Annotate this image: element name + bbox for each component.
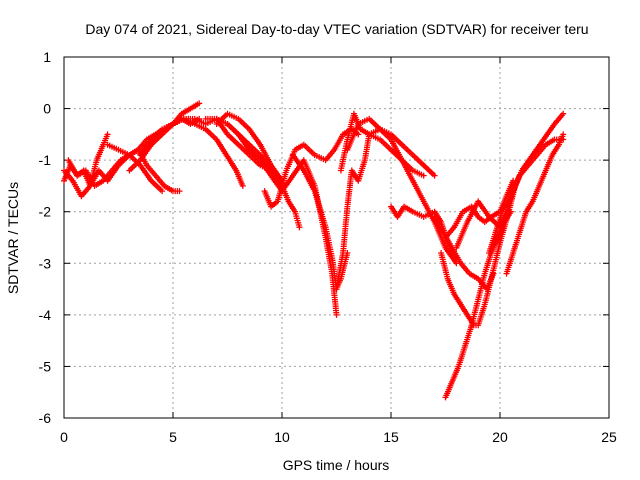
- axis-ticks: 0 5 10 15 20 25 -6 -5 -4 -3 -2 -1 0 1: [39, 49, 617, 445]
- data-point-markers: [65, 146, 183, 195]
- y-tick-label: 0: [43, 101, 51, 117]
- y-axis-label: SDTVAR / TECUs: [5, 182, 21, 294]
- chart-title: Day 074 of 2021, Sidereal Day-to-day VTE…: [85, 21, 588, 37]
- series-arc-9: [213, 110, 285, 184]
- x-tick-label: 20: [492, 429, 508, 445]
- data-point-markers: [503, 131, 567, 277]
- y-tick-label: -3: [39, 255, 52, 271]
- x-axis-label: GPS time / hours: [283, 457, 390, 473]
- data-point-markers: [453, 110, 567, 251]
- x-tick-label: 0: [60, 429, 68, 445]
- data-points: [61, 100, 567, 401]
- data-point-markers: [486, 136, 567, 256]
- series-arc-23: [503, 131, 567, 277]
- x-tick-label: 25: [601, 429, 617, 445]
- data-point-markers: [344, 115, 438, 179]
- series-arc-20: [442, 208, 514, 401]
- y-tick-label: -6: [39, 410, 52, 426]
- data-point-markers: [180, 115, 246, 189]
- plot-frame: [63, 56, 610, 419]
- y-tick-label: -1: [39, 152, 52, 168]
- data-point-markers: [442, 208, 514, 401]
- grid: [64, 57, 609, 418]
- series-arc-7: [180, 115, 246, 189]
- series-arc-15: [344, 115, 438, 179]
- y-tick-label: -5: [39, 358, 52, 374]
- y-tick-label: -4: [39, 307, 52, 323]
- series-arc-22: [486, 136, 567, 256]
- series-arc-19: [442, 177, 517, 241]
- data-point-markers: [213, 110, 285, 184]
- x-tick-label: 15: [383, 429, 399, 445]
- y-tick-label: -2: [39, 204, 52, 220]
- y-tick-label: 1: [43, 49, 51, 65]
- series-arc-3: [65, 146, 183, 195]
- series-arc-21: [453, 110, 567, 251]
- x-tick-label: 10: [274, 429, 290, 445]
- data-point-markers: [442, 177, 517, 241]
- x-tick-label: 5: [169, 429, 177, 445]
